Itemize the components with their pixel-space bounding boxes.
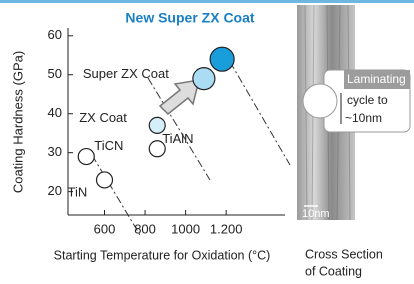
y-tick-label: 30 [48, 144, 62, 159]
caption: Cross Section [305, 247, 383, 261]
data-point [210, 47, 234, 71]
point-label: Super ZX Coat [83, 66, 169, 81]
data-point [193, 68, 215, 90]
point-label: ZX Coat [79, 110, 127, 125]
x-tick-label: 800 [134, 221, 156, 236]
data-point [97, 172, 113, 188]
y-tick-label: 60 [48, 27, 62, 42]
data-point [149, 117, 165, 133]
point-label: TiCN [94, 138, 123, 153]
caption: of Coating [305, 264, 362, 278]
x-tick-label: 1000 [171, 221, 200, 236]
callout-text: cycle to [347, 93, 388, 107]
improvement-arrow [160, 80, 199, 114]
x-axis-label: Starting Temperature for Oxidation (°C) [54, 248, 271, 262]
point-label: TiAlN [162, 131, 193, 146]
y-axis-label: Coating Hardness (GPa) [10, 51, 25, 193]
callout-text: Laminating [347, 72, 406, 86]
scale-label: 10nm [302, 208, 330, 220]
chart-title: New Super ZX Coat [125, 10, 254, 26]
data-point [78, 149, 94, 165]
point-label: TiN [68, 184, 88, 199]
x-tick-label: 600 [94, 221, 116, 236]
y-tick-label: 20 [48, 183, 62, 198]
callout-text: ~10nm [345, 111, 382, 125]
callout-lens [303, 84, 337, 118]
x-tick-label: 1.200 [210, 221, 243, 236]
y-tick-label: 40 [48, 105, 62, 120]
figure: New Super ZX Coat Coating Hardness (GPa)… [0, 0, 414, 284]
y-tick-label: 50 [48, 66, 62, 81]
